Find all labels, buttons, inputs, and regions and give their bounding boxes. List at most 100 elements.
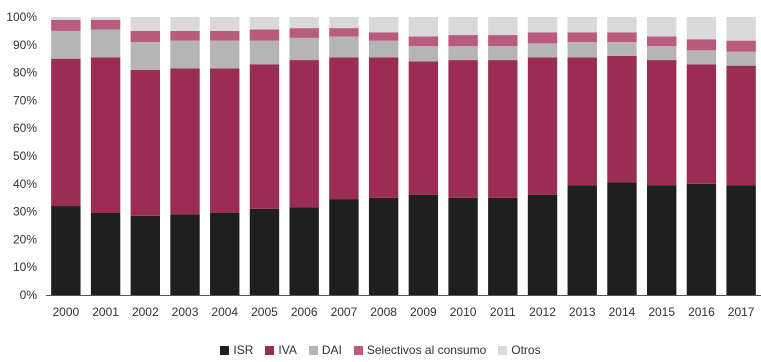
bar-segment-isr bbox=[726, 185, 756, 295]
bar-segment-iva bbox=[527, 57, 558, 195]
bar-segment-selectivos-al-consumo bbox=[488, 35, 518, 47]
bar-segment-dai bbox=[607, 42, 637, 56]
y-axis: 0% 10% 20% 30% 40% 50% 60% 70% 80% 90% 100% bbox=[6, 10, 37, 302]
bar-segment-selectivos-al-consumo bbox=[130, 30, 160, 43]
legend-item: IVA bbox=[265, 343, 297, 357]
bar-segment-iva bbox=[607, 55, 637, 183]
bar-segment-iva bbox=[567, 57, 597, 186]
bar-segment-isr bbox=[686, 183, 717, 295]
bar-segment-dai bbox=[368, 40, 399, 58]
bar-segment-isr bbox=[408, 194, 439, 295]
y-tick-label: 40% bbox=[13, 177, 37, 191]
bar-segment-selectivos-al-consumo bbox=[527, 32, 558, 44]
x-tick-label: 2004 bbox=[211, 305, 238, 319]
bar-segment-otros bbox=[448, 17, 478, 36]
x-tick-label: 2003 bbox=[172, 305, 199, 319]
x-tick-label: 2016 bbox=[688, 305, 715, 319]
bar-segment-selectivos-al-consumo bbox=[170, 30, 200, 41]
bar-segment-iva bbox=[90, 57, 121, 213]
bar-segment-dai bbox=[170, 40, 200, 69]
bar-segment-otros bbox=[567, 17, 597, 33]
y-tick-label: 0% bbox=[20, 288, 38, 302]
bar-segment-isr bbox=[527, 194, 558, 295]
bar-segment-isr bbox=[289, 207, 319, 295]
bar-segment-iva bbox=[249, 64, 280, 209]
x-tick-label: 2015 bbox=[648, 305, 675, 319]
x-tick-label: 2011 bbox=[490, 305, 516, 319]
legend-swatch bbox=[498, 345, 508, 355]
bar-segment-iva bbox=[408, 61, 439, 195]
bar-segment-selectivos-al-consumo bbox=[51, 19, 81, 31]
x-tick-label: 2008 bbox=[370, 305, 397, 319]
bar-segment-dai bbox=[289, 37, 319, 61]
bar-segment-dai bbox=[527, 43, 558, 58]
bar-segment-iva bbox=[488, 60, 518, 198]
bar-segment-otros bbox=[289, 17, 319, 29]
legend-label: IVA bbox=[278, 343, 297, 357]
bar-segment-otros bbox=[647, 17, 677, 37]
bar-segment-isr bbox=[448, 197, 478, 295]
bar-segment-selectivos-al-consumo bbox=[90, 19, 121, 30]
x-tick-label: 2002 bbox=[132, 305, 159, 319]
bar-segment-otros bbox=[130, 17, 160, 31]
x-tick-label: 2017 bbox=[728, 305, 755, 319]
bar-segment-dai bbox=[448, 46, 478, 61]
legend-label: Selectivos al consumo bbox=[366, 343, 487, 357]
bar-segment-iva bbox=[170, 68, 200, 215]
bar-segment-iva bbox=[51, 58, 81, 207]
y-tick-label: 70% bbox=[13, 93, 37, 107]
bar-segment-dai bbox=[249, 40, 280, 65]
legend-item: Otros bbox=[498, 343, 541, 357]
bar-segment-selectivos-al-consumo bbox=[289, 28, 319, 38]
bar-segment-selectivos-al-consumo bbox=[329, 28, 359, 37]
bar-segment-otros bbox=[527, 17, 558, 33]
x-tick-label: 2001 bbox=[92, 305, 119, 319]
y-tick-label: 80% bbox=[13, 66, 37, 80]
bar-segment-isr bbox=[90, 212, 121, 295]
bar-segment-isr bbox=[170, 214, 200, 295]
bar-segment-isr bbox=[51, 206, 81, 295]
bar-segment-otros bbox=[51, 17, 81, 20]
bar-segment-selectivos-al-consumo bbox=[408, 36, 439, 47]
bar-segment-iva bbox=[289, 60, 319, 208]
legend-item: ISR bbox=[220, 343, 253, 357]
bar-segment-dai bbox=[51, 30, 81, 59]
bar-segment-iva bbox=[130, 69, 160, 216]
y-tick-label: 60% bbox=[13, 121, 37, 135]
y-tick-label: 50% bbox=[13, 149, 37, 163]
bar-segment-dai bbox=[210, 40, 240, 69]
bar-segment-otros bbox=[170, 17, 200, 31]
x-tick-label: 2006 bbox=[291, 305, 318, 319]
bar-segment-iva bbox=[368, 57, 399, 198]
legend-swatch bbox=[220, 345, 230, 355]
bar-segment-iva bbox=[686, 64, 717, 184]
bar-segment-dai bbox=[488, 46, 518, 61]
y-tick-label: 20% bbox=[13, 232, 37, 246]
x-axis: 2000 2001 2002 2003 2004 2005 2006 2007 2008 2009… bbox=[46, 295, 761, 319]
y-tick-label: 100% bbox=[6, 10, 37, 24]
bar-segment-otros bbox=[249, 17, 280, 30]
legend-item: DAI bbox=[308, 343, 342, 357]
bar-segment-dai bbox=[329, 36, 359, 58]
bar-segment-isr bbox=[567, 185, 597, 295]
bar-segment-otros bbox=[329, 17, 359, 29]
bar-segment-dai bbox=[90, 29, 121, 58]
bar-segment-dai bbox=[130, 42, 160, 70]
legend-swatch bbox=[308, 345, 318, 355]
bar-segment-iva bbox=[647, 60, 677, 186]
bar-segment-otros bbox=[210, 17, 240, 31]
bar-segment-selectivos-al-consumo bbox=[726, 40, 756, 52]
bar-segment-otros bbox=[488, 17, 518, 36]
x-tick-label: 2009 bbox=[410, 305, 437, 319]
bar-segment-otros bbox=[686, 17, 717, 40]
y-tick-label: 30% bbox=[13, 205, 37, 219]
bar-segment-dai bbox=[408, 46, 439, 62]
x-tick-label: 2010 bbox=[450, 305, 477, 319]
bar-segment-selectivos-al-consumo bbox=[647, 36, 677, 47]
bar-segment-otros bbox=[368, 17, 399, 33]
bar-segment-isr bbox=[210, 212, 240, 295]
bar-segment-selectivos-al-consumo bbox=[210, 30, 240, 41]
bar-segment-otros bbox=[607, 17, 637, 33]
bar-segment-otros bbox=[90, 17, 121, 20]
bar-segment-selectivos-al-consumo bbox=[368, 32, 399, 41]
